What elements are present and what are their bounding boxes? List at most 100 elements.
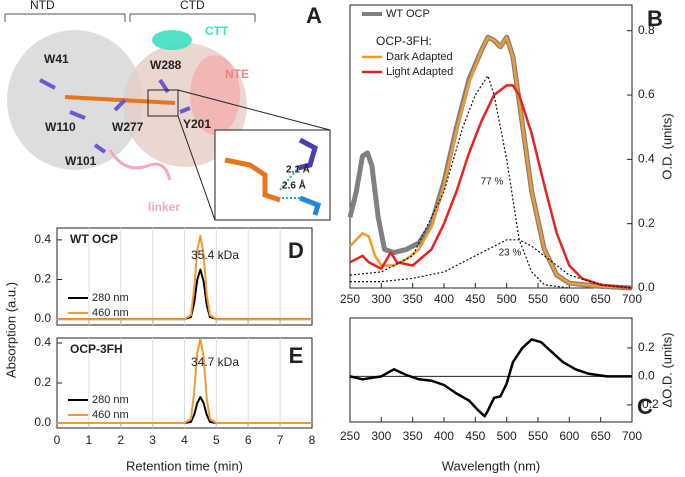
x-tick-label: 7 [277,433,284,447]
series-line [349,84,633,290]
residue-label: W277 [112,120,144,134]
annotation: 34.7 kDa [191,355,239,369]
y-tick-label: 0.2 [34,375,51,389]
series-line [349,75,570,289]
zoom-line [177,115,216,221]
panel-label: D [288,238,304,263]
x-tick-label: 4 [181,433,188,447]
y-tick-label: 0.4 [34,232,51,246]
x-tick-label: 400 [434,429,454,443]
y-tick-label: 0.2 [638,340,655,354]
x-tick-label: 650 [591,292,611,306]
series-line [349,35,633,290]
ctt [152,30,192,50]
x-axis-label: Wavelength (nm) [442,458,541,473]
x-tick-label: 550 [528,429,548,443]
series-line [57,234,312,321]
y-tick-label: 0.8 [638,23,655,37]
carotenoid [64,95,176,105]
inset-tyr [299,195,322,216]
tryptophans [39,78,191,154]
x-tick-label: 6 [245,433,252,447]
ntd-domain [7,30,143,170]
residue-label: W41 [44,52,69,66]
y-tick-label: 0.6 [638,87,655,101]
x-tick-label: 550 [528,292,548,306]
legend-title: OCP-3FH: [376,34,432,48]
panel-label: C [637,394,653,419]
y-tick-label: 0.0 [638,280,655,294]
residue-label: Y201 [183,117,211,131]
residue-label: W101 [65,154,97,168]
series-line [57,338,312,424]
linker-loop [108,149,172,181]
x-tick-label: 5 [213,433,220,447]
x-tick-label: 700 [622,429,642,443]
distance-label: 2.1 Å [286,163,310,176]
x-axis-label: Retention time (min) [126,458,243,473]
y-axis-label: ΔO.D. (units) [659,332,674,407]
legend-label: Dark Adapted [386,51,453,63]
x-tick-label: 0 [54,433,61,447]
inset-trp [297,137,318,171]
y-tick-label: -0.2 [638,397,659,411]
segment-label: CTT [205,24,229,38]
inset-carotenoid [224,157,281,203]
y-tick-label: 0.0 [34,415,51,429]
y-tick-label: 0.4 [34,335,51,349]
y-axis-label: O.D. (units) [659,113,674,179]
segment-label: linker [148,200,180,214]
x-tick-label: 350 [403,292,423,306]
distance-label: 2.6 Å [282,179,306,192]
legend-label: 460 nm [92,307,129,319]
x-tick-label: 400 [434,292,454,306]
legend-label: WT OCP [386,8,430,20]
structure: NTD CTD CTT NTE linker W41 W288 W110 W27… [4,0,331,221]
y-tick-label: 0.2 [638,216,655,230]
x-tick-label: 250 [340,292,360,306]
x-tick-label: 8 [309,433,316,447]
nte [190,55,240,135]
plot-frame [349,4,633,289]
panel-label: A [306,3,322,28]
x-tick-label: 500 [497,429,517,443]
x-tick-label: 300 [371,429,391,443]
annotation: 35.4 kDa [191,248,239,262]
h-bond [279,167,299,191]
x-tick-label: 250 [340,429,360,443]
chart-title: OCP-3FH [70,342,123,356]
legend-label: 460 nm [92,409,129,421]
x-tick-label: 2 [117,433,124,447]
x-tick-label: 600 [559,292,579,306]
legend-label: Light Adapted [386,66,453,78]
annotation: 77 % [481,177,504,188]
x-tick-label: 450 [465,429,485,443]
y-tick-label: 0.2 [34,272,51,286]
x-tick-label: 700 [622,292,642,306]
x-tick-label: 3 [149,433,156,447]
inset [214,129,331,221]
legend-label: 280 nm [92,292,129,304]
zoom-line [177,89,331,131]
domain-label: CTD [180,0,205,12]
legend-label: 280 nm [92,394,129,406]
y-tick-label: 0.0 [34,311,51,325]
series-line [57,268,312,321]
y-axis-label: Absorption (a.u.) [3,282,18,378]
x-tick-label: 300 [371,292,391,306]
x-tick-label: 450 [465,292,485,306]
segment-label: NTE [225,67,249,81]
residue-label: W288 [150,58,182,72]
series-line [57,396,312,424]
annotation: 23 % [499,247,522,258]
panel-label: E [289,343,304,368]
x-tick-label: 500 [497,292,517,306]
x-tick-label: 650 [591,429,611,443]
plot-frame [349,317,633,423]
domain-label: NTD [30,0,55,12]
x-tick-label: 1 [86,433,93,447]
series-line [350,239,633,289]
residue-label: W110 [45,120,76,134]
x-tick-label: 350 [403,429,423,443]
